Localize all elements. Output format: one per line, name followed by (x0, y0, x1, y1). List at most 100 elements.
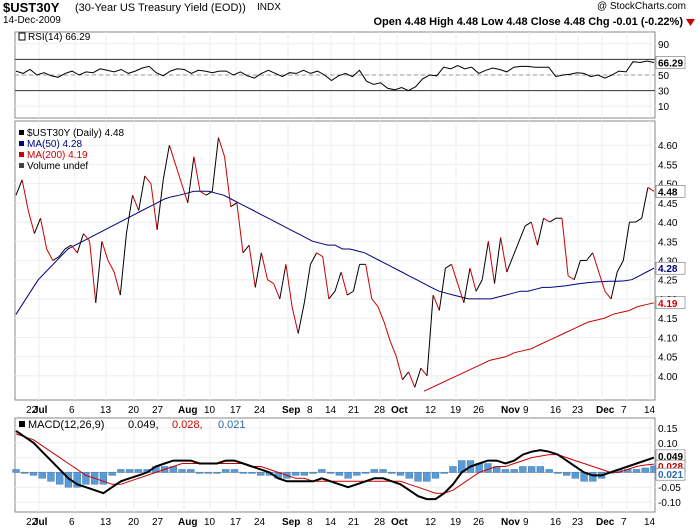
macd-xtick-label: 19 (450, 517, 462, 528)
date: 14-Dec-2009 (3, 15, 61, 26)
price-segment (187, 156, 195, 203)
macd-line (15, 430, 655, 501)
price-segment (445, 263, 452, 269)
macd-histogram-bar (187, 469, 195, 473)
macd-histogram-bar (632, 469, 641, 473)
macd-histogram-bar (370, 469, 378, 473)
macd-histogram-bar (47, 472, 55, 482)
macd-xtick-label: Aug (178, 517, 197, 528)
price-segment (15, 179, 23, 196)
macd-xtick-label: Dec (596, 517, 615, 528)
signal-current-label: 0.028 (658, 462, 683, 473)
price-segment (426, 295, 434, 376)
price-segment (598, 271, 606, 292)
price-segment (463, 268, 471, 303)
price-segment (616, 260, 624, 273)
macd-current-label: 0.049 (658, 452, 683, 463)
price-segment (138, 175, 146, 211)
macd-xtick-label: 14 (644, 517, 656, 528)
price-legend-swatch-3 (19, 163, 24, 168)
price-segment (395, 356, 403, 380)
macd-histogram-bar (405, 472, 413, 479)
price-segment (524, 221, 532, 227)
price-xtick-label: Oct (391, 405, 408, 416)
price-ytick-label: 4.40 (658, 218, 678, 229)
price-current-label: 4.48 (658, 187, 678, 198)
price-segment (101, 241, 109, 261)
price-segment (451, 264, 459, 284)
change-value: -0.01 (-0.22%) (612, 16, 683, 28)
price-ytick-label: 4.55 (658, 160, 678, 171)
macd-histogram-bar (125, 469, 134, 473)
price-segment (389, 341, 397, 357)
price-xtick-label: 17 (230, 405, 242, 416)
macd-histogram-bar (56, 472, 64, 485)
rsi-line (15, 60, 655, 92)
rsi-current-label: 66.29 (658, 58, 683, 69)
macd-xtick-label: 26 (473, 517, 485, 528)
price-segment (260, 252, 269, 280)
exchange: INDX (257, 2, 281, 13)
ma200-current-label-box (655, 296, 686, 310)
price-segment (95, 241, 103, 303)
ma200-current-label: 4.19 (658, 299, 678, 310)
price-xtick-label: 19 (450, 405, 462, 416)
price-segment (604, 290, 612, 300)
ma200-line (423, 302, 655, 392)
macd-xtick-label: 27 (152, 517, 164, 528)
price-segment (414, 367, 422, 388)
macd-histogram-bar (178, 469, 186, 473)
macd-histogram-bar (248, 472, 256, 474)
macd-histogram-bar (239, 472, 247, 474)
price-segment (205, 190, 213, 196)
price-ytick-label: 4.05 (658, 353, 678, 364)
price-xtick-label: 14 (325, 405, 337, 416)
price-segment (46, 248, 54, 261)
price-segment (536, 218, 545, 246)
macd-histogram-bar (21, 472, 29, 474)
macd-histogram-bar (527, 466, 536, 473)
macd-xtick-label: Jul (33, 517, 48, 528)
price-segment (610, 271, 618, 300)
price-segment (635, 217, 642, 223)
macd-histogram-bar (388, 472, 396, 474)
macd-xtick-label: 7 (621, 517, 627, 528)
price-xtick-label: 23 (572, 405, 584, 416)
price-segment (365, 264, 373, 300)
price-segment (150, 183, 158, 230)
price-ytick-label: 4.35 (658, 237, 678, 248)
price-segment (506, 256, 514, 273)
price-xtick-label: 7 (621, 405, 627, 416)
price-segment (334, 271, 342, 292)
price-xtick-label: 9 (523, 405, 529, 416)
price-segment (76, 233, 84, 253)
price-segment (144, 175, 152, 184)
macd-histogram-bar (641, 467, 649, 473)
price-legend-3: Volume undef (27, 161, 88, 172)
macd-histogram-bar (361, 472, 370, 474)
rsi-legend: RSI(14) 66.29 (28, 32, 91, 43)
macd-histogram-bar (379, 469, 387, 473)
price-segment (340, 271, 348, 296)
price-segment (383, 321, 391, 342)
price-segment (586, 252, 594, 261)
ma50-current-label-box (655, 261, 686, 275)
macd-histogram-bar (213, 472, 221, 474)
price-ytick-label: 4.25 (658, 276, 678, 287)
rsi-current-label-box (655, 56, 686, 69)
macd-xtick-label: 10 (204, 517, 216, 528)
price-segment (647, 187, 655, 192)
macd-histogram-bar (353, 472, 361, 476)
price-legend-swatch-0 (19, 130, 24, 135)
macd-xtick-label: 6 (69, 517, 75, 528)
price-segment (469, 268, 477, 292)
price-segment (125, 195, 134, 234)
price-current-label-box (655, 185, 686, 198)
macd-histogram-bar (536, 466, 545, 473)
price-segment (285, 264, 293, 307)
ma50-line (15, 190, 655, 315)
price-segment (592, 252, 600, 273)
price-xtick-label: 27 (152, 405, 164, 416)
